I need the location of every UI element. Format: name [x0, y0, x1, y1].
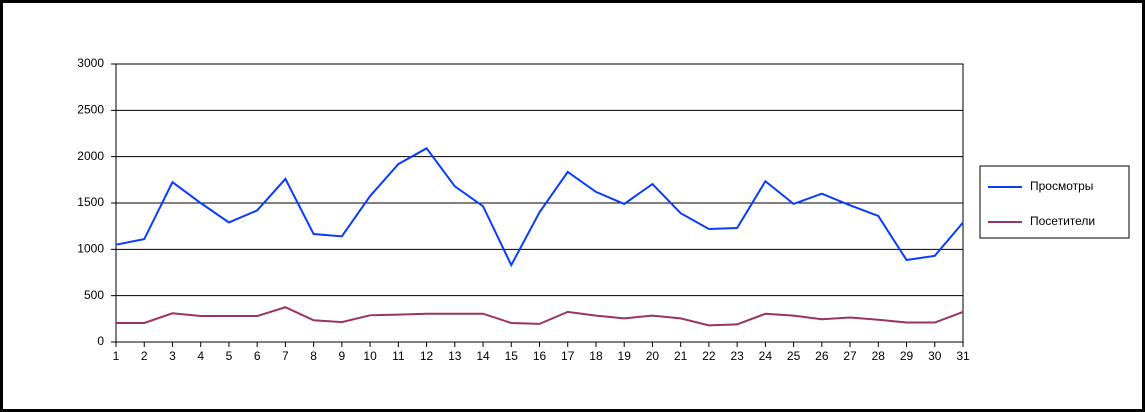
x-tick-label: 6: [254, 349, 261, 363]
x-tick-label: 14: [476, 349, 490, 363]
x-tick-label: 19: [618, 349, 632, 363]
x-tick-label: 24: [759, 349, 773, 363]
x-tick-label: 8: [310, 349, 317, 363]
x-tick-label: 4: [197, 349, 204, 363]
y-tick-label: 0: [97, 334, 104, 348]
series-line: [115, 147, 964, 268]
x-tick-label: 18: [589, 349, 603, 363]
y-tick-label: 2000: [77, 149, 104, 163]
x-tick-label: 12: [420, 349, 434, 363]
x-tick-label: 7: [282, 349, 289, 363]
x-tick-label: 5: [226, 349, 233, 363]
y-tick-label: 500: [84, 288, 104, 302]
x-tick-label: 31: [956, 349, 970, 363]
y-tick-label: 1500: [77, 195, 104, 209]
x-tick-label: 21: [674, 349, 688, 363]
x-tick-label: 22: [702, 349, 716, 363]
x-tick-label: 2: [141, 349, 148, 363]
x-tick-label: 23: [730, 349, 744, 363]
x-tick-label: 17: [561, 349, 575, 363]
x-tick-label: 13: [448, 349, 462, 363]
x-tick-label: 28: [872, 349, 886, 363]
x-tick-label: 16: [533, 349, 547, 363]
x-tick-label: 27: [843, 349, 857, 363]
legend-box: [979, 165, 1130, 239]
x-tick-label: 11: [392, 349, 405, 363]
legend-label: Просмотры: [1030, 179, 1093, 193]
y-tick-label: 3000: [77, 56, 104, 70]
x-tick-label: 20: [646, 349, 660, 363]
x-tick-label: 1: [113, 349, 120, 363]
x-tick-label: 25: [787, 349, 801, 363]
y-tick-label: 2500: [77, 103, 104, 117]
x-tick-label: 3: [169, 349, 176, 363]
x-tick-label: 9: [339, 349, 346, 363]
x-tick-label: 29: [900, 349, 914, 363]
x-tick-label: 30: [928, 349, 942, 363]
y-tick-label: 1000: [77, 242, 104, 256]
x-tick-label: 10: [363, 349, 377, 363]
x-tick-label: 15: [505, 349, 519, 363]
series-line: [116, 306, 964, 327]
x-tick-label: 26: [815, 349, 829, 363]
legend-label: Посетители: [1030, 214, 1095, 228]
